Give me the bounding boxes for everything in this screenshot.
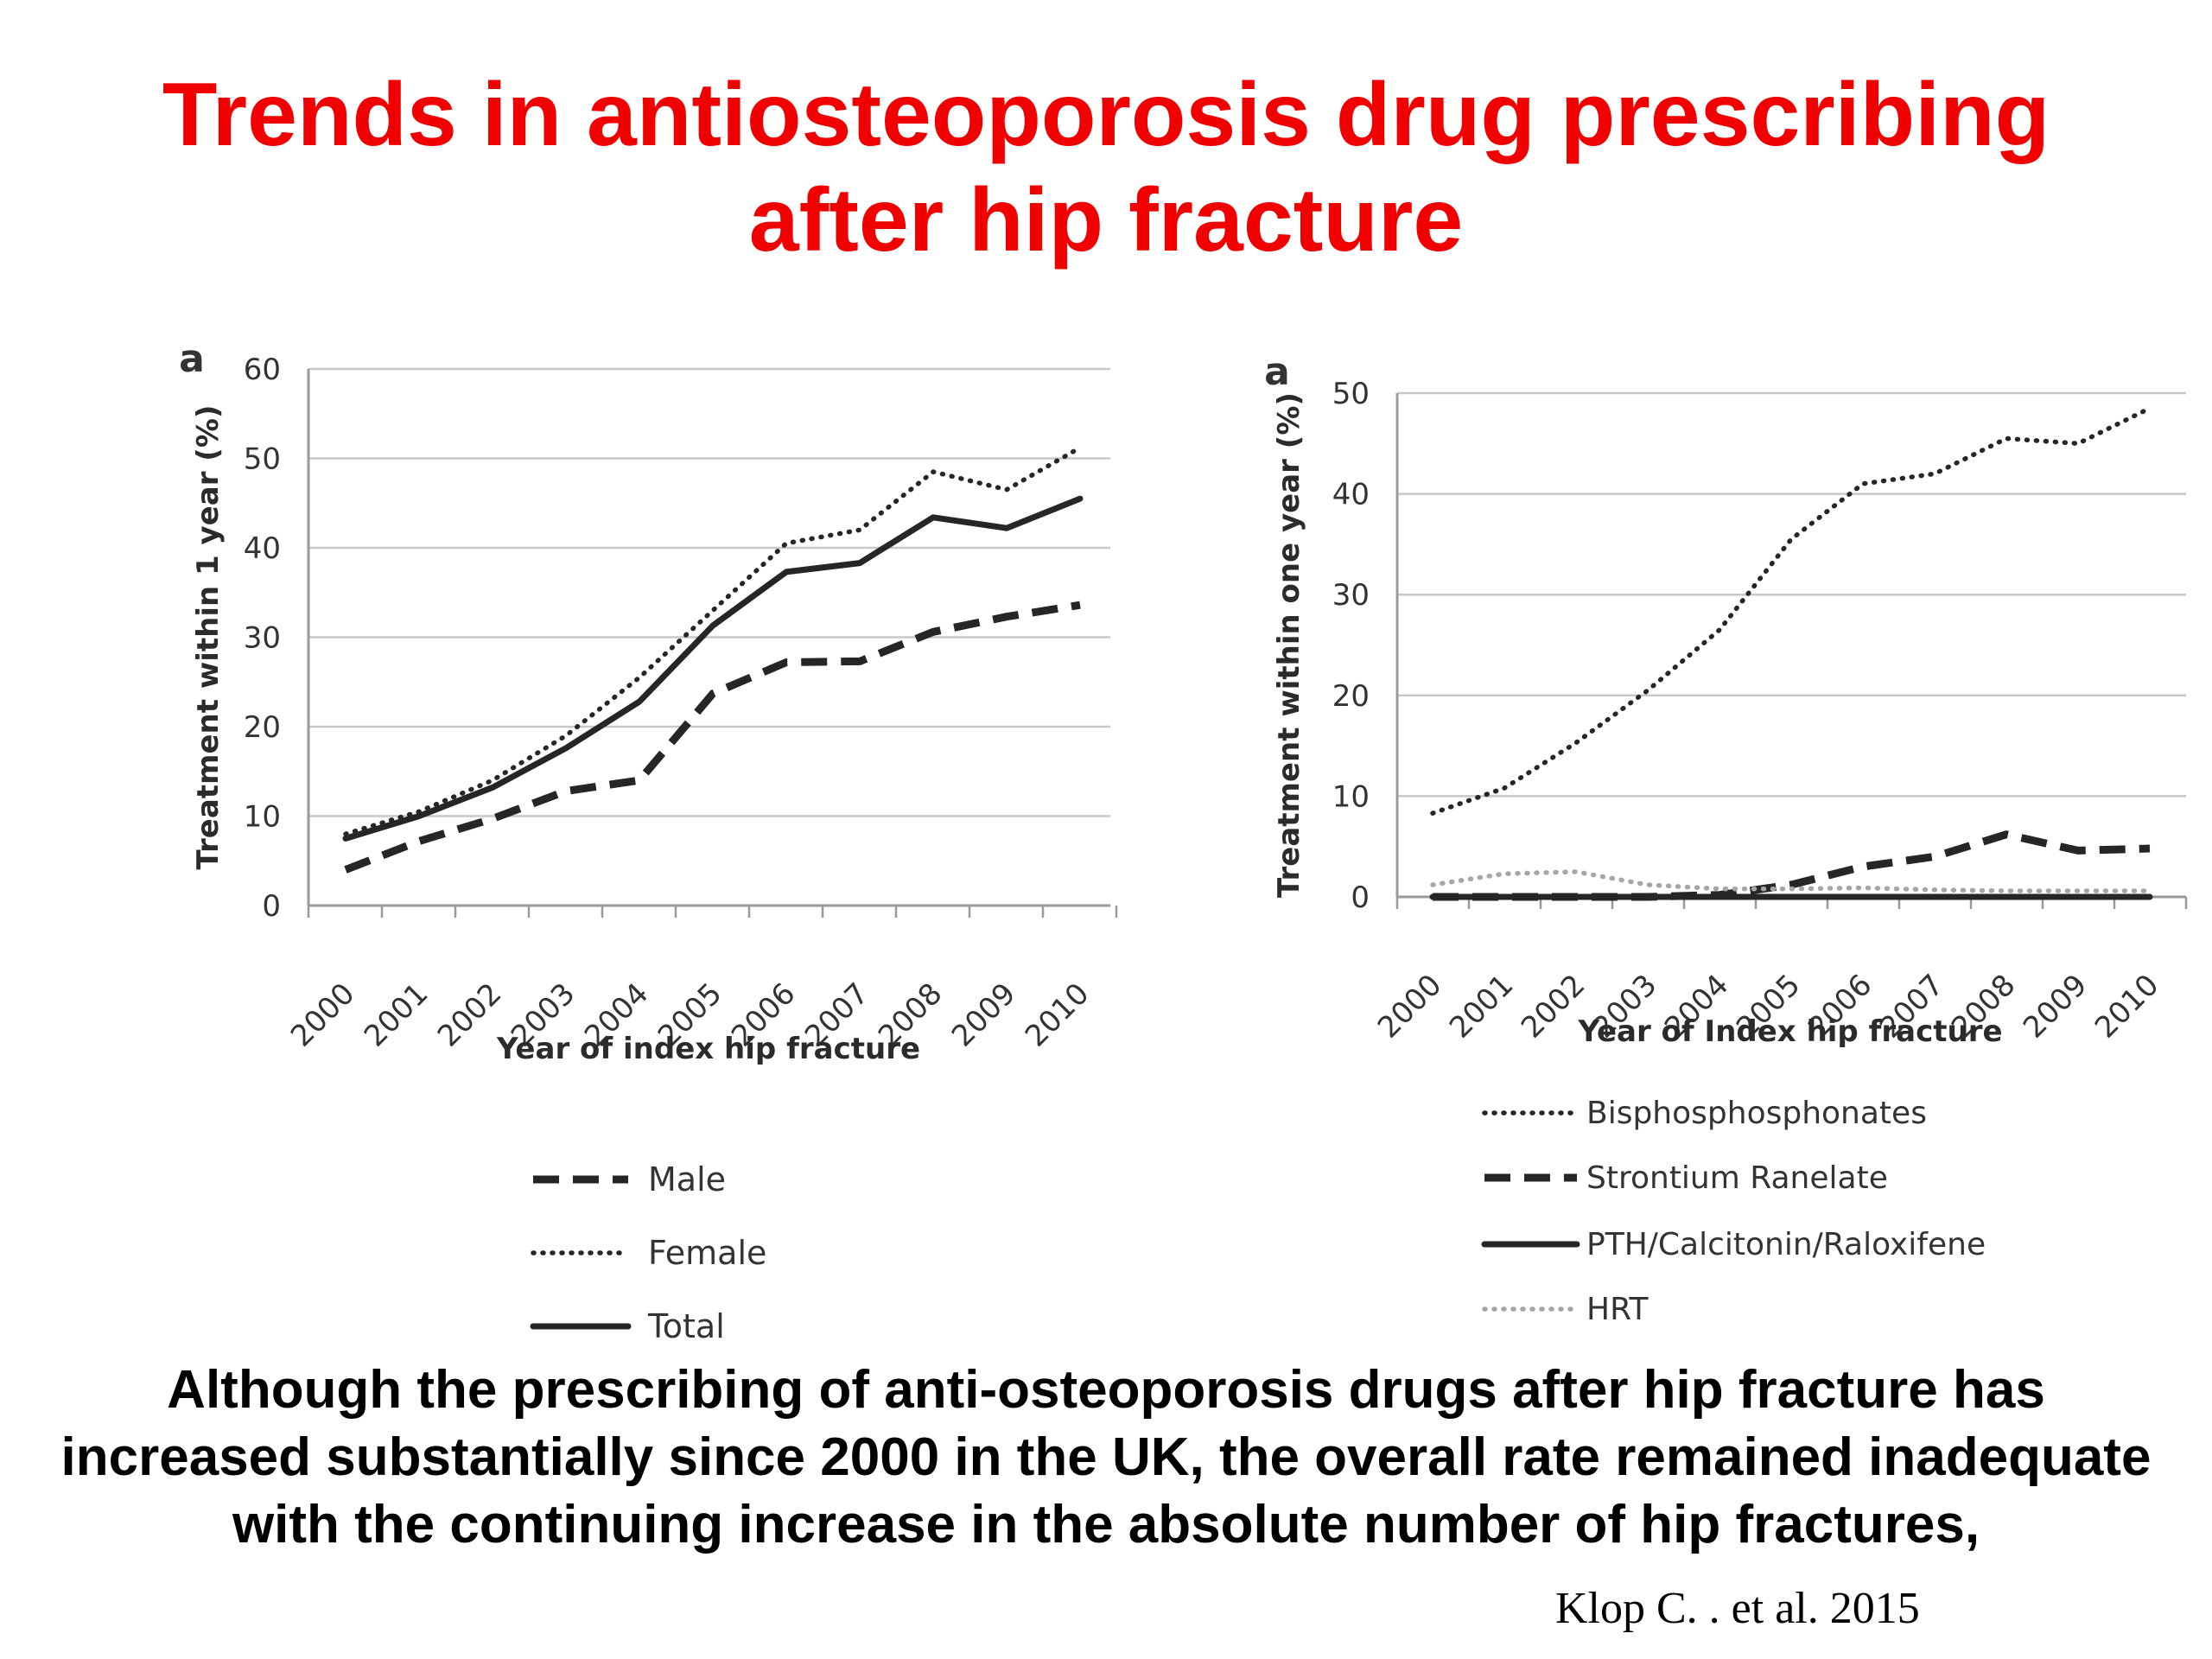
y-tick-label: 10 — [1332, 779, 1370, 814]
y-tick-label: 60 — [244, 353, 281, 387]
series-line-hrt — [1430, 869, 2152, 893]
slide-title-line-2: after hip fracture — [748, 170, 1464, 270]
series-line-bisphosphosphonates — [1430, 405, 2152, 816]
y-tick-label: 40 — [244, 531, 281, 566]
panel-label: a — [179, 337, 205, 381]
left-line-chart: 0102030405060200020012002200320042005200… — [179, 337, 1118, 1345]
y-tick-label: 50 — [244, 442, 281, 477]
summary-text: Although the prescribing of anti-osteopo… — [0, 1357, 2212, 1559]
legend-label: Female — [648, 1234, 766, 1272]
y-tick-label: 20 — [244, 710, 281, 745]
legend-label: Strontium Ranelate — [1586, 1160, 1888, 1196]
y-tick-label: 0 — [262, 889, 281, 924]
x-axis-title: Year of index hip fracture — [496, 1032, 920, 1066]
x-tick-label: 2000 — [1371, 968, 1448, 1045]
series-line-total — [342, 495, 1084, 842]
y-tick-label: 40 — [1332, 478, 1370, 512]
x-tick-label: 2009 — [2017, 968, 2094, 1045]
y-axis-title: Treatment within 1 year (%) — [191, 405, 226, 870]
y-tick-label: 30 — [1332, 578, 1370, 613]
legend-label: PTH/Calcitonin/Raloxifene — [1586, 1227, 1986, 1262]
legend-label: Male — [648, 1160, 726, 1198]
y-axis-title: Treatment within one year (%) — [1272, 392, 1306, 898]
series-line-male — [344, 601, 1081, 874]
y-tick-label: 20 — [1332, 679, 1370, 714]
x-tick-label: 2001 — [1443, 968, 1520, 1045]
y-tick-label: 10 — [244, 800, 281, 835]
legend-label: HRT — [1586, 1292, 1649, 1327]
legend-label: Total — [647, 1307, 725, 1345]
y-tick-label: 30 — [244, 621, 281, 656]
x-tick-label: 2010 — [2088, 968, 2165, 1045]
slide-title: Trends in antiosteoporosis drug prescrib… — [0, 62, 2212, 273]
series-line-female — [343, 445, 1083, 836]
y-tick-label: 50 — [1332, 377, 1370, 411]
summary-line-2: increased substantially since 2000 in th… — [60, 1427, 2152, 1487]
citation: Klop C. . et al. 2015 — [1555, 1584, 1920, 1633]
summary-line-1: Although the prescribing of anti-osteopo… — [167, 1360, 2045, 1420]
slide-title-line-1: Trends in antiosteoporosis drug prescrib… — [162, 65, 2050, 165]
right-line-chart: 0102030405020002001200220032004200520062… — [1264, 350, 2188, 1327]
summary-line-3: with the continuing increase in the abso… — [232, 1495, 1980, 1554]
y-tick-label: 0 — [1351, 880, 1370, 915]
x-axis-title: Year of Index hip fracture — [1577, 1014, 2002, 1049]
legend-label: Bisphosphosphonates — [1586, 1096, 1927, 1131]
panel-label: a — [1264, 350, 1290, 394]
